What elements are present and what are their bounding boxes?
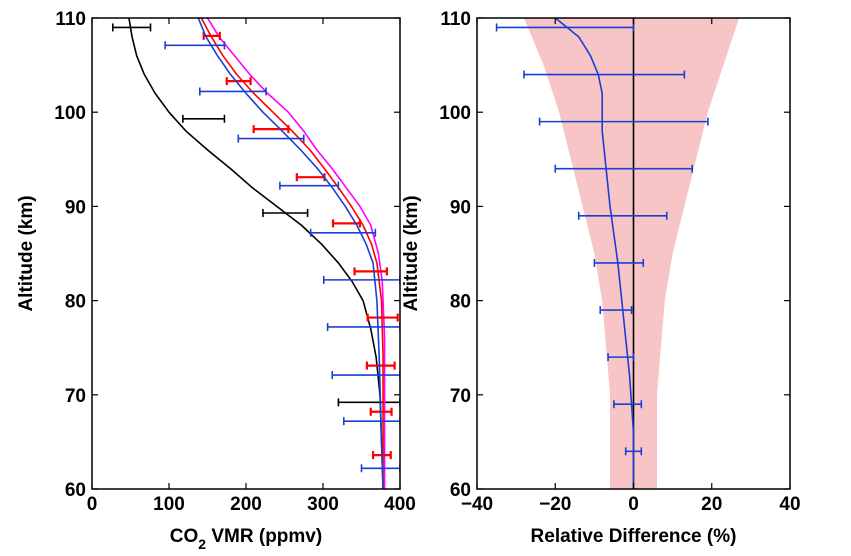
y-tick-label: 60 (450, 480, 471, 501)
y-tick-label: 90 (450, 197, 471, 218)
x-tick-label: 200 (230, 494, 262, 515)
y-axis-label: Altitude (km) (401, 195, 422, 311)
x-tick-label: 300 (307, 494, 339, 515)
plot-area (111, 18, 400, 489)
y-tick-label: 70 (65, 386, 86, 407)
x-tick-label: 20 (701, 494, 722, 515)
series-line (206, 18, 386, 489)
x-tick-label: 100 (153, 494, 185, 515)
x-tick-label: 0 (87, 494, 98, 515)
y-tick-label: 100 (54, 103, 86, 124)
y-tick-label: 110 (440, 9, 471, 30)
relative-difference-chart: −40 −20 0 20 40 60 70 80 90 100 110 Altitude (km) Re… (401, 9, 801, 547)
uncertainty-band (523, 18, 740, 489)
x-tick-label: 400 (384, 494, 416, 515)
plot-area (495, 18, 740, 489)
x-axis-label-subscript: 2 (198, 536, 206, 552)
x-axis-label-part: CO (170, 526, 199, 547)
y-tick-label: 80 (65, 292, 86, 313)
series-line (197, 18, 384, 489)
y-tick-label: 90 (65, 197, 86, 218)
x-tick-label: −40 (461, 494, 493, 515)
y-tick-label: 100 (439, 103, 471, 124)
x-tick-label: −20 (539, 494, 571, 515)
series-line (128, 18, 384, 489)
series-line (200, 18, 384, 489)
y-tick-label: 110 (55, 9, 86, 30)
x-axis-label: Relative Difference (%) (531, 526, 737, 547)
x-axis-label: CO2 VMR (ppmv) (170, 526, 322, 552)
axes-frame (91, 17, 401, 490)
x-axis-label-part: VMR (ppmv) (206, 526, 322, 547)
y-tick-label: 70 (450, 386, 471, 407)
vmr-profile-chart: 0 100 200 300 400 60 70 80 90 100 110 Altitude (km)… (16, 9, 416, 552)
x-tick-label: 0 (628, 494, 639, 515)
x-tick-label: 40 (779, 494, 800, 515)
y-tick-label: 80 (450, 292, 471, 313)
y-axis-label: Altitude (km) (16, 195, 37, 311)
y-tick-label: 60 (65, 480, 86, 501)
